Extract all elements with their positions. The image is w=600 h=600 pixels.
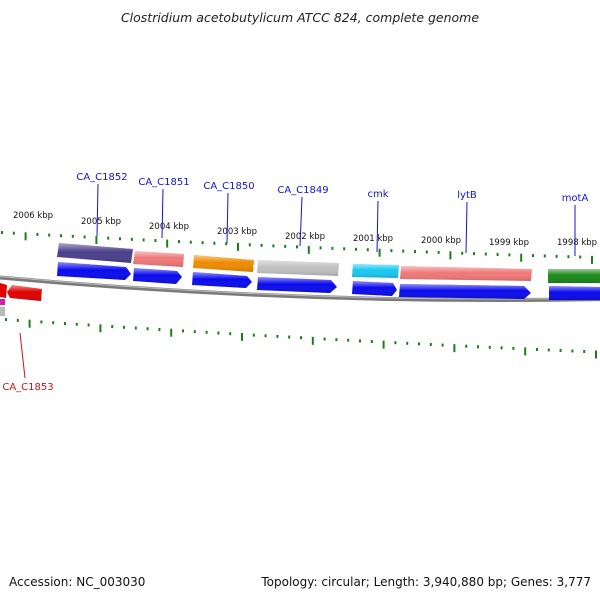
gene-label-lytb[interactable]: lytB [457,190,477,201]
label-leader [376,200,379,253]
label-leader [226,192,229,244]
kbp-label: 2001 kbp [353,234,393,244]
cds-arrow-track [57,262,600,300]
gene-label-ca_c1852[interactable]: CA_C1852 [76,172,127,183]
gene-bar-gloss [7,285,42,301]
label-leader [19,332,26,379]
cds-arrow-gloss [399,284,531,299]
inner-tick-ring [5,318,597,359]
gene-bar-gloss [352,264,399,278]
gene-feature-track [0,243,600,316]
cds-arrow-gloss [57,262,131,280]
genome-title: Clostridium acetobutylicum ATCC 824, com… [120,10,480,25]
gene-label-ca_c1850[interactable]: CA_C1850 [203,181,254,192]
cds-arrow-gloss [352,281,397,296]
outer-tick-ring [1,231,593,264]
kbp-label: 2000 kbp [421,236,461,246]
cds-arrow-gloss [192,272,252,288]
cds-arrow-gloss [133,268,182,284]
label-leader [96,183,99,237]
kbp-label: 1998 kbp [557,238,597,248]
gene-fragment-grey [0,307,5,316]
genome-summary: Topology: circular; Length: 3,940,880 bp… [261,575,591,589]
kbp-label: 2005 kbp [81,217,121,227]
gene-bar-gloss [57,243,133,263]
kbp-label: 1999 kbp [489,238,529,248]
gene-label-ca_c1849[interactable]: CA_C1849 [277,185,328,196]
gene-label-cmk[interactable]: cmk [367,189,388,200]
gene-label-ca_c1851[interactable]: CA_C1851 [138,177,189,188]
genome-backbone [0,275,600,303]
cds-arrow-gloss [549,286,600,300]
genome-backbone-highlight [0,275,600,300]
gene-fragment-magenta [0,299,5,305]
gene-bar-gloss [257,260,339,276]
gene-label-mota[interactable]: motA [562,193,589,204]
kbp-label: 2002 kbp [285,232,325,242]
gene-labels: CA_C1852 CA_C1851 CA_C1850 CA_C1849 cmk lytB m… [2,172,588,393]
label-leader [299,196,303,247]
kbp-label: 2006 kbp [13,211,53,221]
kbp-scale-labels: 2006 kbp 2005 kbp 2004 kbp 2003 kbp 2002 kbp… [13,211,597,248]
label-leader [465,201,468,254]
gene-label-ca_c1853[interactable]: CA_C1853 [2,382,53,393]
gene-bar-gloss [548,269,600,283]
accession-label: Accession: NC_003030 [9,575,146,589]
gene-bar-gloss [193,255,254,272]
label-leader [161,188,164,239]
kbp-label: 2004 kbp [149,222,189,232]
gene-bar-gloss [133,251,184,267]
gene-bar-gloss [400,266,532,281]
kbp-label: 2003 kbp [217,227,257,237]
cds-arrow-gloss [257,277,337,293]
gene-bar-ca_c1853-fragment[interactable] [0,283,7,298]
